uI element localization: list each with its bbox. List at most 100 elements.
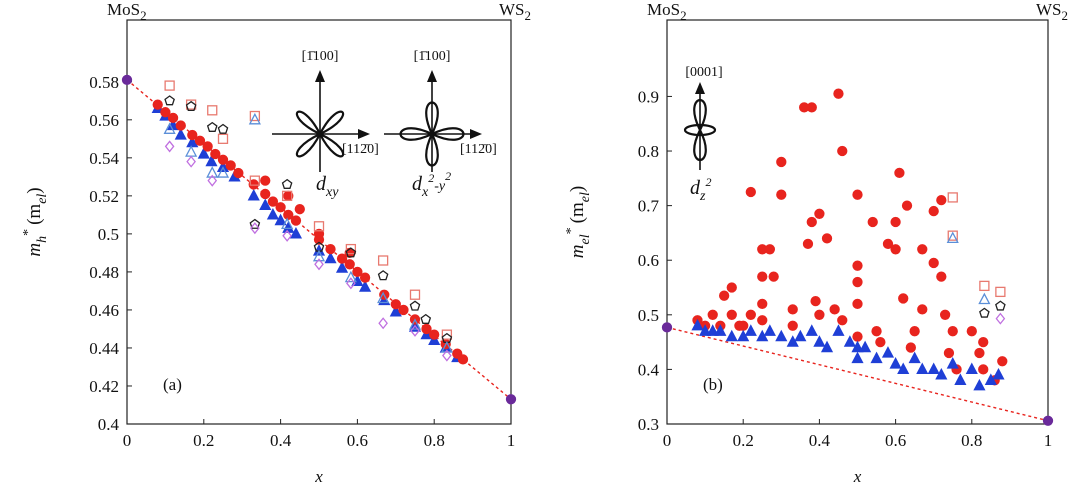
panel-label: (b) <box>703 375 723 394</box>
pentagon-marker <box>345 247 357 258</box>
circle-marker <box>905 342 916 353</box>
triangle-marker <box>908 351 921 364</box>
y-tick-label: 0.52 <box>89 187 119 206</box>
triangle-marker <box>335 261 349 273</box>
triangle-marker <box>756 329 769 342</box>
y-axis-label-part: h <box>35 236 50 243</box>
circle-marker <box>867 216 878 228</box>
circle-marker <box>966 326 977 337</box>
inset-axis-label: [112̄0] <box>342 142 379 157</box>
triangle-marker <box>897 362 910 375</box>
triangle-marker <box>763 324 776 336</box>
y-tick-label: 0.54 <box>89 149 119 168</box>
triangle-marker <box>851 340 864 353</box>
composition-sub: 2 <box>140 8 147 23</box>
circle-marker <box>202 141 213 152</box>
triangle-marker <box>706 324 719 336</box>
circle-marker <box>787 304 798 315</box>
y-tick-label: 0.3 <box>638 415 659 434</box>
y-axis-label-part: el <box>35 194 50 204</box>
composition-sub: 2 <box>680 8 687 23</box>
triangle-marker <box>775 329 788 342</box>
y-tick-label: 0.48 <box>89 263 119 282</box>
composition-label: WS2 <box>1036 0 1068 23</box>
triangle-marker <box>359 280 372 292</box>
circle-marker <box>814 309 825 320</box>
diamond-marker <box>410 324 420 337</box>
triangle-marker <box>259 198 272 211</box>
circle-marker <box>359 272 371 283</box>
circle-marker <box>294 204 305 215</box>
circle-marker <box>928 257 939 269</box>
triangle-marker <box>843 335 856 347</box>
inset-axis-label: [112̄0] <box>460 142 497 157</box>
pentagon-marker <box>185 100 197 112</box>
circle-marker <box>901 200 913 211</box>
circle-marker <box>283 209 294 221</box>
square-marker <box>947 230 958 241</box>
y-axis-label-part: m <box>567 244 588 258</box>
x-tick-label: 0.4 <box>809 431 831 450</box>
square-marker <box>249 110 261 122</box>
x-tick-label: 1 <box>1044 431 1053 450</box>
circle-marker <box>997 356 1008 367</box>
composition-main: WS <box>1036 0 1062 19</box>
triangle-marker <box>954 373 967 385</box>
circle-marker <box>726 309 737 320</box>
square-marker <box>345 243 357 255</box>
y-axis-label-part: * <box>564 227 579 234</box>
triangle-marker <box>247 188 260 201</box>
circle-marker <box>890 216 901 228</box>
circle-marker <box>121 74 133 86</box>
circle-marker <box>745 309 756 320</box>
triangle-marker <box>978 292 991 305</box>
diamond-marker <box>314 258 324 271</box>
circle-marker <box>852 331 863 342</box>
y-tick-label: 0.5 <box>638 306 659 325</box>
triangle-marker <box>281 217 294 230</box>
circle-marker <box>768 271 779 282</box>
triangle-marker <box>324 251 337 264</box>
pentagon-marker <box>377 270 389 281</box>
y-tick-label: 0.5 <box>98 225 119 244</box>
diamond-marker <box>186 155 196 168</box>
triangle-marker <box>440 341 453 353</box>
diamond-marker <box>282 229 292 242</box>
circle-marker <box>267 196 279 207</box>
triangle-marker <box>813 335 826 347</box>
plot-frame <box>126 19 512 425</box>
triangle-marker <box>992 367 1005 380</box>
circle-marker <box>852 260 863 271</box>
triangle-marker <box>714 324 727 336</box>
y-axis-label-part: (m <box>24 204 45 225</box>
orbital-main: d <box>316 173 327 195</box>
diamond-marker <box>378 317 388 330</box>
x-tick-label: 0.6 <box>885 431 906 450</box>
circle-marker <box>233 167 244 179</box>
y-tick-label: 0.46 <box>89 301 119 320</box>
triangle-marker <box>984 373 997 385</box>
x-axis-label: x <box>853 467 862 486</box>
triangle-marker <box>744 324 757 336</box>
y-axis-label-part: el <box>578 192 593 202</box>
circle-marker <box>757 298 768 310</box>
y-tick-label: 0.9 <box>638 87 659 106</box>
circle-marker <box>978 336 989 348</box>
circle-marker <box>421 323 432 335</box>
y-axis-label-part: m <box>24 243 45 257</box>
square-marker <box>377 255 389 266</box>
triangle-marker <box>289 226 303 239</box>
y-tick-label: 0.58 <box>89 73 119 92</box>
triangle-marker <box>946 231 959 244</box>
composition-main: MoS <box>107 0 140 19</box>
circle-marker <box>745 186 756 198</box>
y-tick-label: 0.7 <box>638 197 660 216</box>
y-tick-label: 0.6 <box>638 251 659 270</box>
circle-marker <box>928 205 939 217</box>
triangle-marker <box>266 207 279 220</box>
circle-marker <box>457 354 469 365</box>
composition-label: WS2 <box>499 0 531 23</box>
triangle-marker <box>205 154 218 167</box>
circle-marker <box>707 309 718 320</box>
triangle-marker <box>206 166 219 178</box>
